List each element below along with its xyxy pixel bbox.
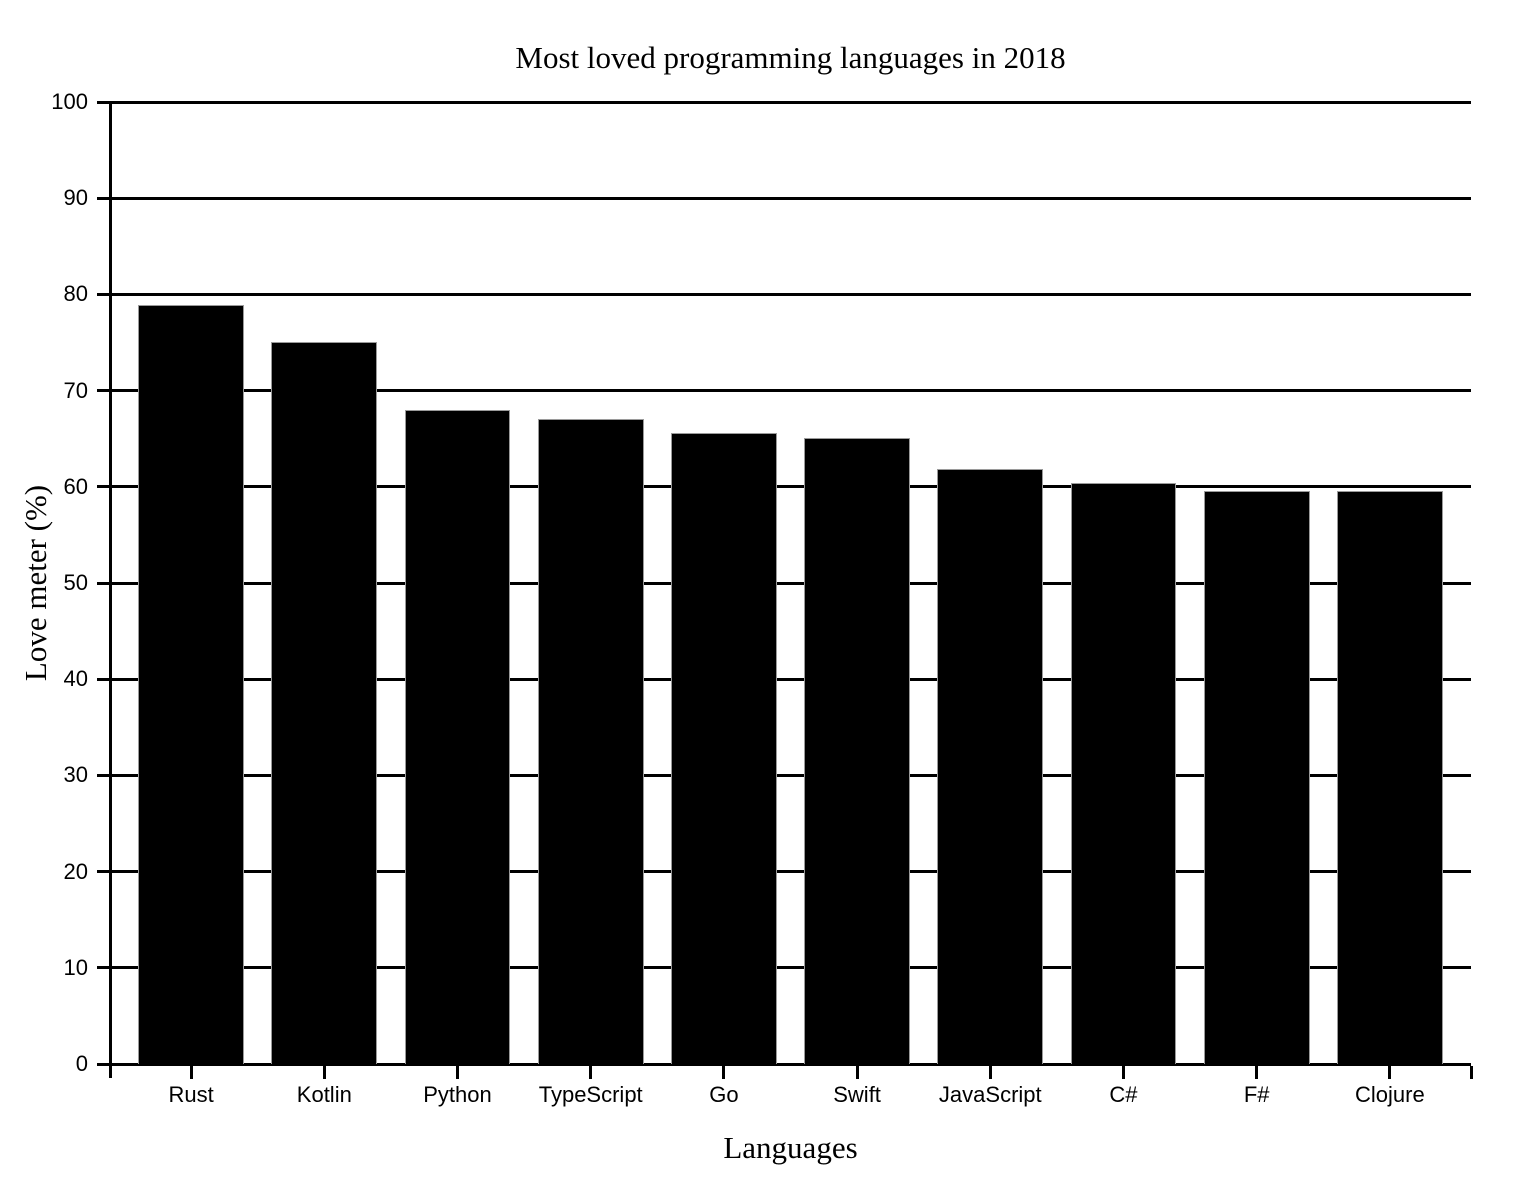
y-tick-80	[97, 292, 110, 296]
bar-F#	[1203, 490, 1310, 1064]
gridline-70	[110, 389, 1471, 393]
bar-Swift	[804, 437, 911, 1064]
x-tick-Go	[722, 1065, 726, 1079]
y-tick-label-60: 60	[63, 473, 88, 499]
x-tick-label-Python: Python	[423, 1082, 492, 1107]
gridline-90	[110, 196, 1471, 200]
bar-Go	[670, 432, 777, 1064]
x-tick-TypeScript	[589, 1065, 593, 1079]
y-tick-90	[97, 196, 110, 200]
y-tick-label-40: 40	[63, 666, 88, 692]
chart-title: Most loved programming languages in 2018	[515, 40, 1066, 75]
y-tick-label-10: 10	[63, 954, 88, 980]
plot-area: 0 10 20 30 40 50 60 70 80 90 100 Rust Kotlin Python Ty…	[51, 89, 1473, 1107]
y-tick-label-20: 20	[63, 858, 88, 884]
y-tick-label-100: 100	[51, 89, 88, 114]
y-tick-60	[97, 485, 110, 489]
y-axis-line	[109, 101, 112, 1078]
y-tick-100	[97, 100, 110, 104]
y-tick-40	[97, 677, 110, 681]
bar-TypeScript	[537, 419, 644, 1064]
x-tick-Python	[456, 1065, 459, 1079]
x-tick-Clojure	[1388, 1065, 1392, 1079]
x-tick-label-JavaScript: JavaScript	[938, 1082, 1042, 1107]
y-tick-20	[97, 870, 110, 874]
x-tick-label-C#: C#	[1109, 1082, 1138, 1107]
y-tick-label-50: 50	[63, 570, 88, 595]
gridline-60	[110, 485, 1471, 489]
x-tick-C#	[1121, 1065, 1125, 1079]
x-tick-label-Swift: Swift	[833, 1082, 881, 1107]
x-axis-label: Languages	[723, 1130, 858, 1165]
y-tick-label-30: 30	[63, 762, 88, 788]
bar-JavaScript	[937, 468, 1044, 1064]
gridline-40	[110, 677, 1471, 681]
y-tick-10	[97, 966, 110, 970]
y-tick-30	[97, 773, 110, 777]
bar-Clojure	[1336, 490, 1443, 1064]
y-tick-label-0: 0	[75, 1051, 88, 1076]
x-tick-JavaScript	[988, 1065, 992, 1079]
x-tick-F#	[1255, 1065, 1259, 1079]
gridline-100	[110, 100, 1471, 104]
y-tick-0	[97, 1062, 110, 1066]
x-axis-end-tick	[1469, 1065, 1473, 1079]
y-tick-label-70: 70	[63, 377, 88, 403]
bar-C#	[1070, 482, 1177, 1064]
x-tick-label-Rust: Rust	[168, 1082, 214, 1107]
gridline-0	[110, 1062, 1471, 1066]
bar-Python	[404, 409, 511, 1064]
y-tick-label-90: 90	[63, 185, 88, 211]
x-tick-Rust	[189, 1065, 193, 1079]
x-tick-Kotlin	[322, 1065, 326, 1079]
gridline-20	[110, 870, 1471, 874]
x-tick-Swift	[855, 1065, 859, 1079]
gridline-80	[110, 292, 1471, 296]
gridline-10	[110, 966, 1471, 970]
bar-Rust	[138, 304, 245, 1064]
x-tick-label-F#: F#	[1243, 1082, 1270, 1107]
y-tick-50	[97, 581, 110, 585]
x-tick-label-Go: Go	[709, 1082, 739, 1107]
x-tick-label-Kotlin: Kotlin	[296, 1082, 352, 1107]
y-tick-70	[97, 389, 110, 393]
gridline-50	[110, 581, 1471, 585]
x-tick-label-TypeScript: TypeScript	[538, 1082, 643, 1107]
x-tick-label-Clojure: Clojure	[1355, 1082, 1425, 1107]
gridline-30	[110, 773, 1471, 777]
y-tick-label-80: 80	[63, 281, 88, 307]
bar-Kotlin	[271, 341, 378, 1064]
